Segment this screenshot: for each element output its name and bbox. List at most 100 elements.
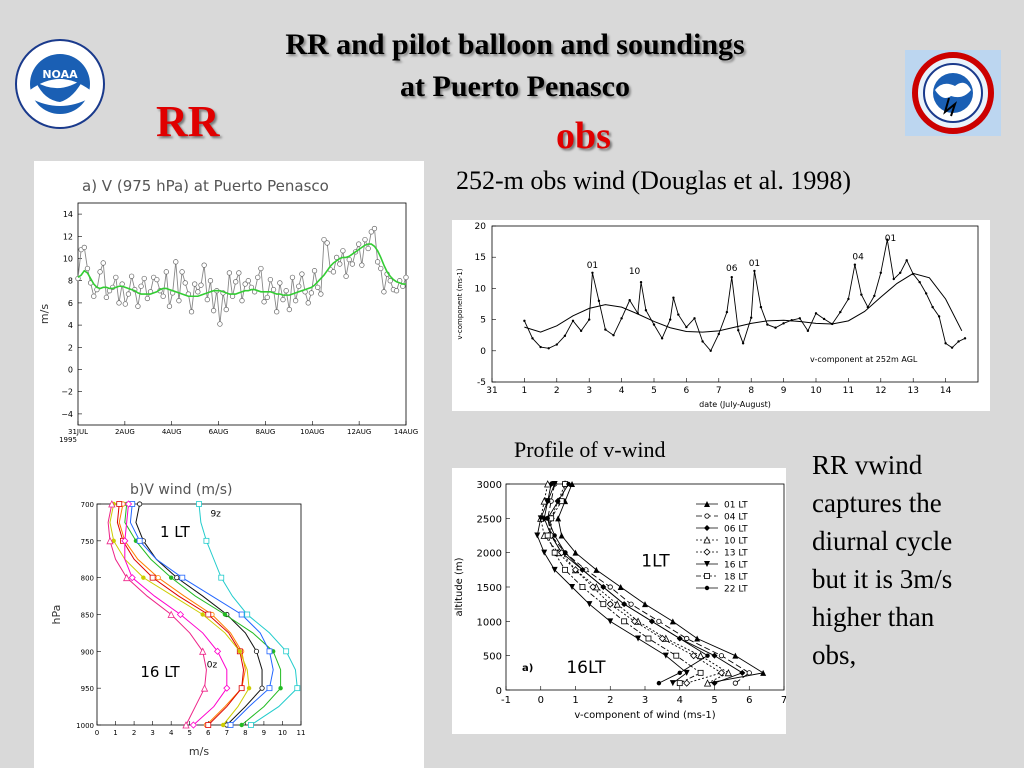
x-tick-label: 1	[522, 386, 528, 396]
data-point	[523, 319, 526, 323]
data-point	[238, 611, 245, 618]
profile-series	[545, 481, 752, 686]
data-point	[644, 309, 648, 312]
data-point	[356, 241, 362, 247]
data-point	[672, 296, 675, 299]
data-point	[741, 342, 745, 345]
data-point	[113, 274, 119, 281]
profile-annotation: 16 LT	[140, 663, 180, 681]
y-tick-label: 8	[68, 277, 73, 286]
data-point	[676, 680, 683, 687]
data-point	[571, 566, 580, 574]
data-point	[677, 313, 680, 316]
data-point	[128, 273, 135, 279]
data-point	[606, 600, 614, 608]
data-point	[957, 340, 960, 343]
data-point	[701, 340, 704, 343]
data-point	[84, 265, 91, 272]
chart-title: b)V wind (m/s)	[130, 482, 233, 498]
data-point	[182, 280, 188, 286]
data-point	[607, 584, 613, 590]
data-point	[365, 245, 371, 252]
data-point	[905, 259, 908, 262]
y-axis-label: altitude (m)	[454, 557, 465, 616]
data-point	[255, 274, 261, 281]
data-point	[766, 323, 769, 326]
data-point	[879, 271, 882, 274]
data-point	[166, 303, 173, 309]
data-point	[168, 575, 174, 580]
data-point	[222, 612, 228, 617]
x-tick-label: 12AUG	[347, 428, 371, 436]
data-point	[349, 261, 356, 267]
data-point	[944, 342, 947, 345]
data-point	[81, 244, 87, 251]
data-point	[179, 574, 186, 581]
data-point	[544, 498, 551, 505]
slide-title: RR and pilot balloon and soundings at Pu…	[150, 24, 880, 108]
profile-annotation: 16LT	[566, 658, 606, 678]
data-point	[547, 347, 550, 350]
x-tick-label: -1	[501, 695, 511, 706]
y-axis-label: m/s	[38, 304, 51, 324]
data-point	[121, 537, 129, 545]
plot-frame	[491, 225, 979, 383]
peak-annotation: 01	[587, 261, 598, 271]
plot-frame	[96, 503, 302, 726]
data-point	[138, 283, 144, 289]
data-point	[103, 294, 110, 301]
data-point	[163, 269, 169, 275]
data-point	[555, 515, 562, 522]
y-tick-label: 10	[475, 284, 487, 294]
x-tick-label: 13	[907, 386, 918, 396]
x-tick-label: 6	[684, 386, 690, 396]
data-point	[839, 310, 842, 314]
data-point	[189, 721, 198, 729]
data-point	[154, 276, 160, 283]
data-point	[725, 310, 729, 314]
data-point	[128, 574, 136, 582]
data-point	[242, 281, 248, 287]
data-point	[378, 265, 384, 272]
data-point	[669, 680, 676, 687]
x-tick-label: 14AUG	[394, 428, 418, 436]
profile-series	[196, 501, 301, 728]
data-point	[111, 538, 116, 544]
data-point	[311, 268, 318, 274]
data-point	[236, 270, 242, 276]
legend-entry: 04 LT	[696, 513, 748, 523]
data-point	[299, 271, 305, 277]
data-point	[621, 618, 628, 625]
data-point	[330, 269, 337, 275]
data-point	[244, 611, 251, 618]
x-tick-label: 31	[486, 386, 497, 396]
data-point	[188, 309, 195, 315]
peak-annotation: 06	[726, 264, 738, 274]
data-point	[685, 325, 688, 329]
legend-label: 06 LT	[724, 525, 748, 535]
data-point	[155, 575, 161, 581]
data-point	[283, 648, 290, 655]
data-point	[315, 284, 321, 291]
data-point	[694, 635, 701, 642]
data-point	[737, 329, 740, 332]
data-point	[724, 668, 733, 677]
obs-timeseries-background	[452, 220, 990, 411]
nws-logo-icon	[905, 50, 1001, 136]
data-point	[873, 294, 876, 298]
data-point	[176, 610, 185, 619]
obs-label: obs	[556, 115, 611, 157]
x-tick-label: 3	[150, 729, 154, 737]
note-line: diurnal cycle	[812, 526, 953, 556]
x-tick-label: 8AUG	[256, 428, 276, 436]
profile-series	[547, 480, 726, 687]
series-obs	[523, 238, 967, 352]
legend-entry: 22 LT	[696, 585, 748, 595]
legend-text: v-component at 252m AGL	[810, 355, 918, 364]
data-point	[677, 670, 682, 676]
data-point	[223, 306, 229, 313]
data-point	[245, 278, 251, 284]
data-point	[613, 600, 621, 608]
data-point	[662, 652, 669, 659]
